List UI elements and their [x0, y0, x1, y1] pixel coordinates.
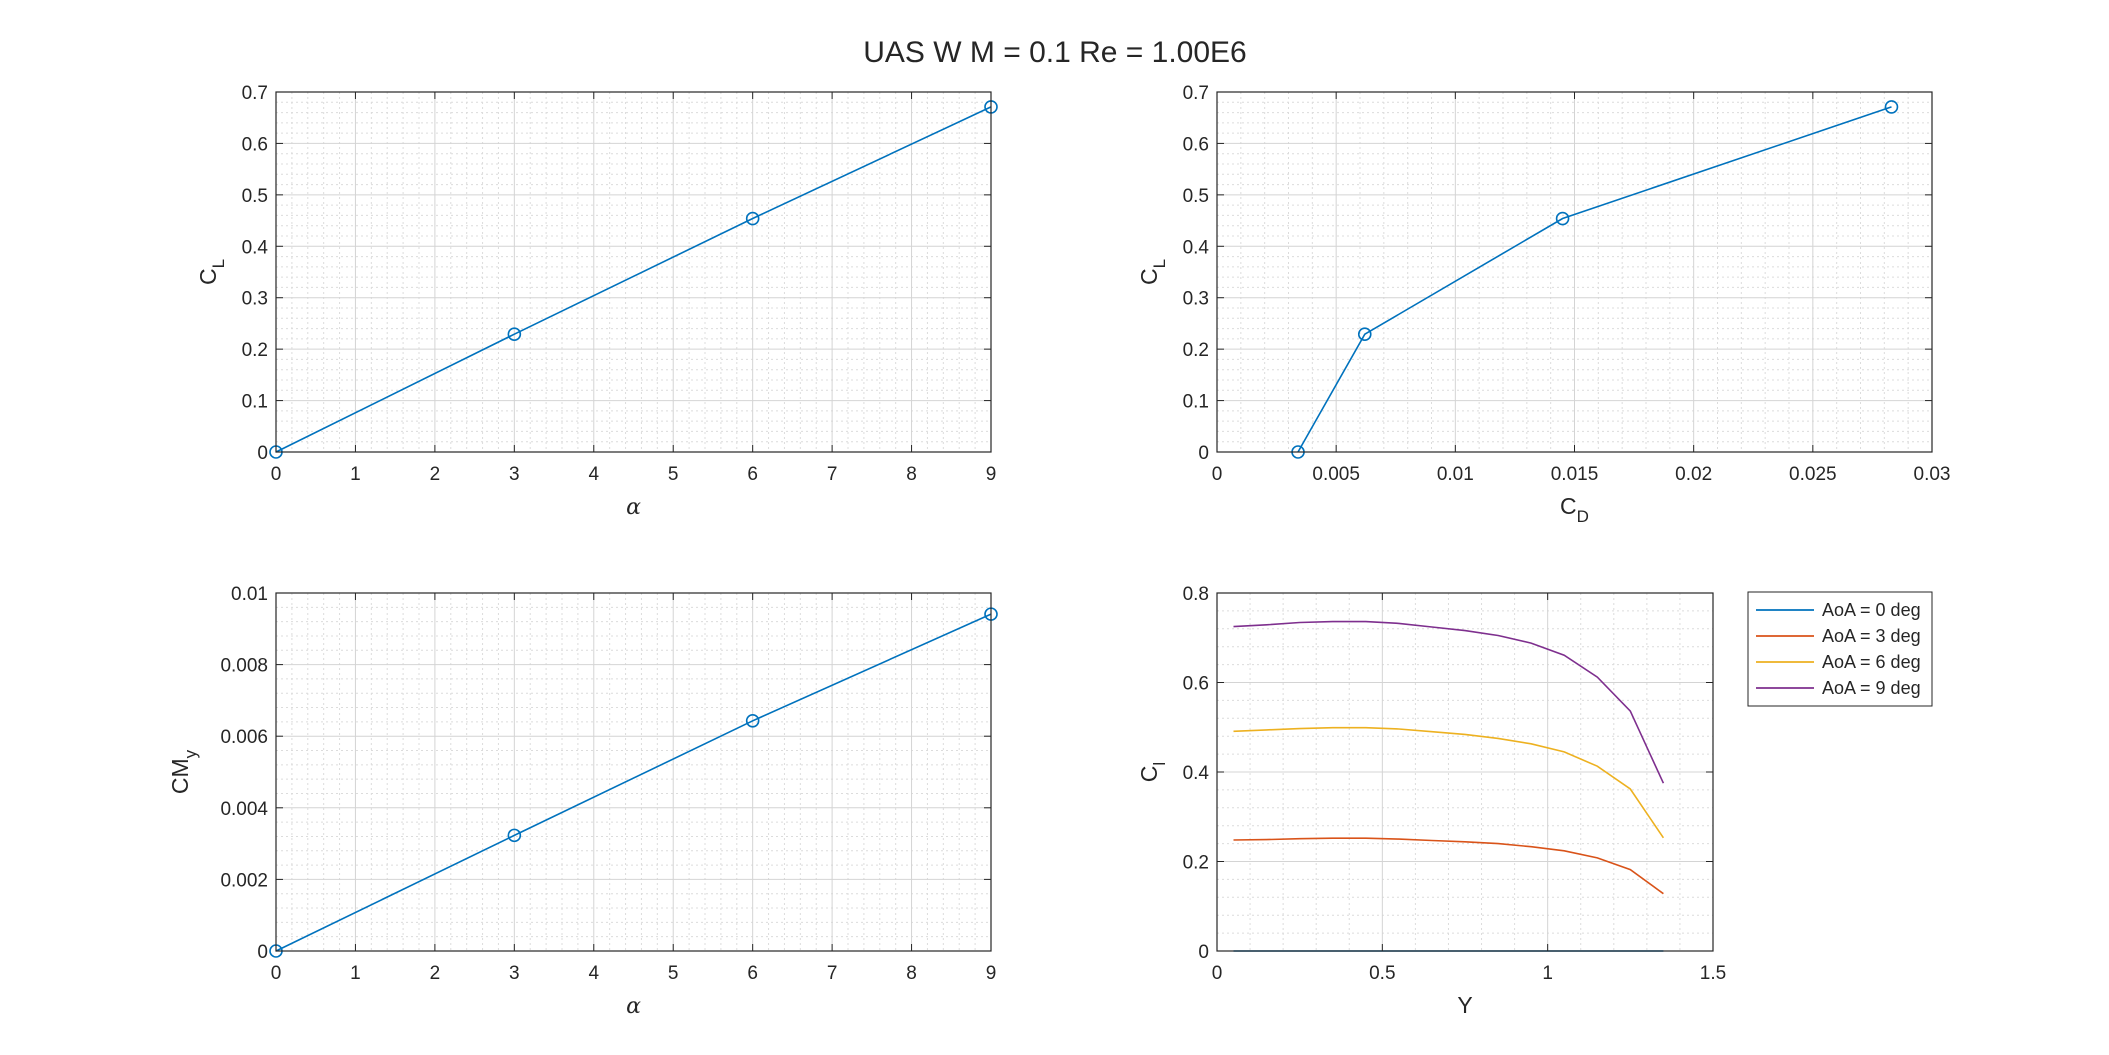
legend-entry: AoA = 9 deg	[1822, 678, 1921, 698]
x-tick-label: 6	[747, 963, 758, 984]
y-tick-label: 0	[1198, 443, 1209, 464]
series-line-0	[275, 106, 992, 453]
legend-entry: AoA = 3 deg	[1822, 626, 1921, 646]
series-line-0	[275, 613, 992, 952]
series-line-0	[1297, 106, 1892, 453]
y-axis-label: Cl	[1136, 762, 1169, 782]
y-tick-label: 0.4	[1183, 237, 1210, 258]
y-axis-label: CMy	[167, 749, 200, 794]
y-tick-label: 0.5	[1183, 186, 1209, 207]
x-tick-label: 4	[588, 963, 599, 984]
y-tick-label: 0.6	[242, 134, 268, 155]
y-axis-label: CL	[195, 259, 228, 285]
y-tick-label: 0	[257, 942, 268, 963]
x-axis-label: α	[626, 495, 641, 520]
chart-cl-alpha: 0 1 2 3 4 5 6 7 8 9 0 0.1 0.2 0.3 0.4 0.5 0.6 0.7 α CL	[195, 83, 998, 520]
chart-cmy-alpha: 0 1 2 3 4 5 6 7 8 9 0 0.002 0.004 0.006 0.008 0.01 α CMy	[167, 584, 998, 1019]
x-tick-label: 4	[588, 464, 599, 485]
y-tick-label: 0.2	[1183, 853, 1209, 874]
x-axis-label: Y	[1457, 992, 1472, 1018]
x-tick-label: 1	[1542, 963, 1553, 984]
x-tick-label: 5	[668, 464, 679, 485]
y-tick-label: 0.7	[242, 83, 268, 104]
axes-box	[275, 592, 992, 952]
y-tick-label: 0.3	[1183, 289, 1209, 310]
axes-box	[275, 91, 992, 453]
x-axis-label: α	[626, 994, 641, 1019]
series-line-1	[1233, 837, 1664, 895]
x-tick-label: 8	[906, 963, 917, 984]
data-point	[507, 327, 522, 342]
x-tick-label: 1.5	[1700, 963, 1726, 984]
x-tick-label: 9	[986, 464, 997, 485]
x-tick-label: 9	[986, 963, 997, 984]
plot-area	[276, 593, 991, 951]
x-tick-label: 0.005	[1312, 464, 1360, 485]
y-tick-label: 0.4	[1183, 763, 1210, 784]
data-point	[1884, 100, 1899, 114]
y-tick-label: 0.3	[242, 289, 268, 310]
y-tick-label: 0	[1198, 942, 1209, 963]
series-line-2	[1233, 726, 1665, 839]
x-axis-label: CD	[1560, 493, 1589, 526]
x-tick-label: 1	[350, 963, 361, 984]
chart-cl-cd: 0 0.005 0.01 0.015 0.02 0.025 0.03 0 0.1 0.2 0.3 0.…	[1136, 83, 1950, 526]
y-tick-label: 0.5	[242, 186, 268, 207]
x-tick-label: 0	[271, 963, 282, 984]
y-tick-label: 0.8	[1183, 584, 1209, 605]
figure-title: UAS W M = 0.1 Re = 1.00E6	[863, 36, 1247, 69]
data-point	[1357, 327, 1372, 342]
x-tick-label: 2	[430, 963, 441, 984]
x-tick-label: 0.03	[1914, 464, 1951, 485]
legend: AoA = 0 deg AoA = 3 deg AoA = 6 deg AoA = 9…	[1747, 591, 1933, 707]
x-tick-label: 0.025	[1789, 464, 1837, 485]
minor-grid	[276, 92, 991, 452]
y-tick-label: 0.1	[242, 392, 268, 413]
x-tick-label: 3	[509, 464, 520, 485]
data-point	[745, 714, 760, 728]
y-tick-label: 0.6	[1183, 134, 1209, 155]
x-tick-label: 0	[1212, 464, 1223, 485]
x-tick-label: 0.5	[1369, 963, 1395, 984]
x-tick-label: 0.015	[1551, 464, 1599, 485]
y-tick-label: 0.006	[220, 727, 268, 748]
x-tick-label: 0	[1212, 963, 1223, 984]
x-tick-label: 1	[350, 464, 361, 485]
y-tick-label: 0.008	[220, 656, 268, 677]
y-tick-label: 0.2	[242, 340, 268, 361]
legend-box	[1747, 591, 1933, 707]
minor-grid	[276, 593, 991, 951]
x-tick-label: 7	[827, 464, 838, 485]
x-tick-label: 3	[509, 963, 520, 984]
plot-area	[276, 92, 991, 452]
x-tick-label: 7	[827, 963, 838, 984]
x-tick-label: 8	[906, 464, 917, 485]
y-tick-label: 0.7	[1183, 83, 1209, 104]
y-tick-label: 0.2	[1183, 340, 1209, 361]
x-tick-label: 2	[430, 464, 441, 485]
series-line-3	[1233, 620, 1665, 784]
data-point	[745, 211, 760, 226]
legend-entry: AoA = 6 deg	[1822, 652, 1921, 672]
data-point	[1555, 211, 1570, 226]
y-tick-label: 0.1	[1183, 392, 1209, 413]
x-tick-label: 0.02	[1675, 464, 1712, 485]
x-tick-label: 0	[271, 464, 282, 485]
x-tick-label: 0.01	[1437, 464, 1474, 485]
y-axis-label: CL	[1136, 259, 1169, 285]
y-tick-label: 0	[257, 443, 268, 464]
y-tick-label: 0.004	[220, 799, 268, 820]
y-tick-label: 0.4	[242, 237, 269, 258]
data-point	[507, 828, 522, 843]
y-tick-label: 0.002	[220, 870, 268, 891]
y-tick-label: 0.01	[231, 584, 268, 605]
legend-entry: AoA = 0 deg	[1822, 600, 1921, 620]
y-tick-label: 0.6	[1183, 674, 1209, 695]
x-tick-label: 6	[747, 464, 758, 485]
x-tick-label: 5	[668, 963, 679, 984]
